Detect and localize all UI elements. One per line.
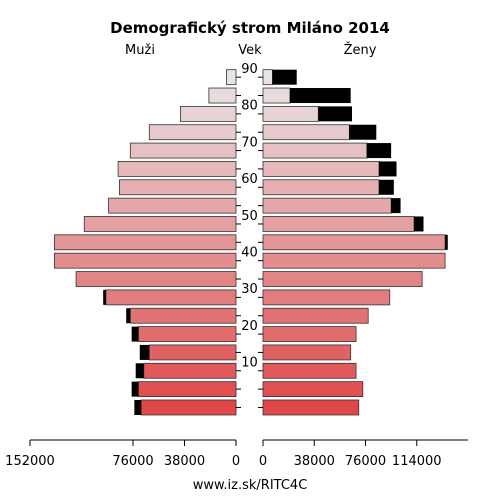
axes-layer: 10 20 30 40 50 60 70 80 90 152000 76000 38000 0 0 3800… bbox=[5, 62, 468, 469]
male-bar-35-39 bbox=[75, 271, 237, 287]
female-bar-80-84 bbox=[262, 105, 319, 122]
left-x-tick-label: 38000 bbox=[164, 454, 205, 469]
female-bar-85-89 bbox=[262, 87, 291, 104]
female-bar-25-29 bbox=[262, 307, 369, 324]
male-surplus-bar-15-19 bbox=[139, 344, 150, 360]
left-x-tick-label: 76000 bbox=[112, 454, 153, 469]
females-header: Ženy bbox=[344, 42, 377, 58]
age-tick-label: 70 bbox=[241, 135, 258, 150]
female-bar-75-79 bbox=[262, 124, 350, 141]
female-surplus-bar-45-49 bbox=[445, 234, 448, 250]
age-tick-label: 20 bbox=[241, 319, 258, 334]
male-surplus-bar-20-24 bbox=[131, 326, 139, 342]
female-bar-10-14 bbox=[262, 362, 357, 379]
male-surplus-bar-0-4 bbox=[134, 399, 142, 415]
age-tick-label: 80 bbox=[241, 99, 258, 114]
female-bar-0-4 bbox=[262, 399, 360, 416]
female-surplus-bar-70-74 bbox=[366, 143, 392, 159]
female-bar-55-59 bbox=[262, 197, 392, 214]
male-bar-85-89 bbox=[208, 87, 237, 104]
female-surplus-bar-80-84 bbox=[318, 106, 353, 122]
female-surplus-bar-90+ bbox=[272, 69, 297, 85]
male-surplus-bar-10-14 bbox=[135, 363, 144, 379]
age-header: Vek bbox=[238, 43, 262, 58]
age-tick-label: 90 bbox=[241, 62, 258, 77]
male-surplus-bar-30-34 bbox=[103, 289, 106, 305]
female-surplus-bar-85-89 bbox=[289, 88, 351, 104]
age-tick-label: 60 bbox=[241, 172, 258, 187]
males-header: Muži bbox=[125, 43, 155, 58]
female-bar-45-49 bbox=[262, 234, 446, 251]
male-bar-90+ bbox=[226, 69, 237, 86]
male-surplus-bar-5-9 bbox=[131, 381, 139, 397]
chart-title: Demografický strom Miláno 2014 bbox=[110, 19, 390, 37]
age-tick-label: 50 bbox=[241, 209, 258, 224]
female-bar-5-9 bbox=[262, 381, 364, 398]
female-bar-40-44 bbox=[262, 252, 446, 269]
bars-layer bbox=[53, 69, 448, 416]
female-bar-70-74 bbox=[262, 142, 368, 159]
age-tick-label: 10 bbox=[241, 356, 258, 371]
female-surplus-bar-60-64 bbox=[378, 179, 394, 195]
female-surplus-bar-50-54 bbox=[414, 216, 424, 232]
male-bar-30-34 bbox=[105, 289, 237, 306]
female-bar-30-34 bbox=[262, 289, 391, 306]
female-bar-60-64 bbox=[262, 179, 380, 196]
age-tick-label: 40 bbox=[241, 246, 258, 261]
male-bar-65-69 bbox=[117, 161, 237, 177]
male-bar-0-4 bbox=[140, 399, 237, 416]
female-bar-90+ bbox=[262, 69, 273, 86]
female-bar-65-69 bbox=[262, 161, 380, 177]
male-bar-40-44 bbox=[53, 252, 237, 269]
male-bar-20-24 bbox=[138, 326, 237, 342]
male-bar-5-9 bbox=[138, 381, 237, 398]
female-bar-20-24 bbox=[262, 326, 357, 342]
male-bar-45-49 bbox=[53, 234, 237, 251]
left-x-tick-label: 0 bbox=[232, 454, 240, 469]
left-x-tick-label: 152000 bbox=[5, 454, 55, 469]
male-bar-75-79 bbox=[148, 124, 237, 141]
right-x-tick-label: 114000 bbox=[392, 454, 442, 469]
female-bar-15-19 bbox=[262, 344, 352, 361]
male-bar-60-64 bbox=[119, 179, 237, 196]
male-bar-25-29 bbox=[129, 307, 237, 324]
right-x-tick-label: 38000 bbox=[294, 454, 335, 469]
male-bar-70-74 bbox=[129, 142, 237, 159]
female-surplus-bar-75-79 bbox=[349, 124, 377, 140]
male-surplus-bar-25-29 bbox=[126, 308, 131, 324]
female-surplus-bar-55-59 bbox=[391, 198, 401, 214]
male-bar-55-59 bbox=[108, 197, 237, 214]
right-x-tick-label: 76000 bbox=[345, 454, 386, 469]
female-bar-35-39 bbox=[262, 271, 423, 287]
male-bar-80-84 bbox=[180, 105, 237, 122]
age-tick-label: 30 bbox=[241, 282, 258, 297]
male-bar-15-19 bbox=[148, 344, 237, 361]
male-bar-50-54 bbox=[83, 216, 237, 232]
female-bar-50-54 bbox=[262, 216, 415, 232]
footer-url: www.iz.sk/RITC4C bbox=[193, 478, 308, 493]
male-bar-10-14 bbox=[143, 362, 237, 379]
female-surplus-bar-65-69 bbox=[378, 161, 397, 177]
right-x-tick-label: 0 bbox=[259, 454, 267, 469]
